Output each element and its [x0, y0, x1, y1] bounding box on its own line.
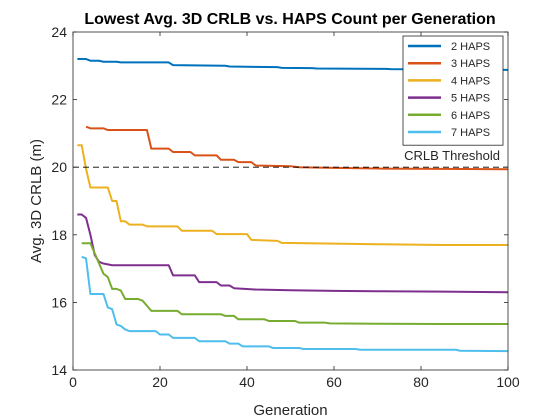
- y-tick-label: 22: [51, 92, 67, 108]
- legend-label-2: 3 HAPS: [451, 58, 490, 70]
- x-tick-label: 100: [496, 374, 520, 390]
- x-tick-label: 60: [326, 374, 342, 390]
- y-tick-label: 20: [51, 159, 67, 175]
- x-tick-label: 0: [69, 374, 77, 390]
- chart-title: Lowest Avg. 3D CRLB vs. HAPS Count per G…: [84, 11, 495, 28]
- x-tick-label: 20: [152, 374, 168, 390]
- y-tick-label: 14: [51, 362, 67, 378]
- axes-layer: 0 20 40 60 80 100 14 16 18 20 22 24: [51, 24, 519, 390]
- legend-label-1: 2 HAPS: [451, 41, 490, 53]
- x-axis-label: Generation: [253, 402, 327, 419]
- legend-label-6: 7 HAPS: [451, 127, 490, 139]
- axes-box: [72, 31, 509, 371]
- legend-label-3: 4 HAPS: [451, 75, 490, 87]
- y-tick-label: 16: [51, 294, 67, 310]
- series-line-3: [77, 144, 508, 246]
- x-tick-label: 40: [239, 374, 255, 390]
- y-axis-label: Avg. 3D CRLB (m): [28, 139, 45, 263]
- series-layer: [77, 58, 509, 353]
- legend: 2 HAPS 3 HAPS 4 HAPS 5 HAPS 6 HAPS 7 HAPS: [402, 35, 504, 146]
- legend-box: [402, 35, 504, 146]
- x-tick-label: 80: [413, 374, 429, 390]
- threshold-layer: CRLB Threshold: [73, 148, 508, 168]
- legend-label-5: 6 HAPS: [451, 110, 490, 122]
- legend-label-4: 5 HAPS: [451, 93, 490, 105]
- series-line-1: [77, 58, 509, 71]
- series-line-5: [81, 242, 508, 326]
- series-line-6: [81, 255, 509, 353]
- y-tick-label: 18: [51, 227, 67, 243]
- y-tick-label: 24: [51, 24, 67, 40]
- threshold-label: CRLB Threshold: [404, 148, 500, 163]
